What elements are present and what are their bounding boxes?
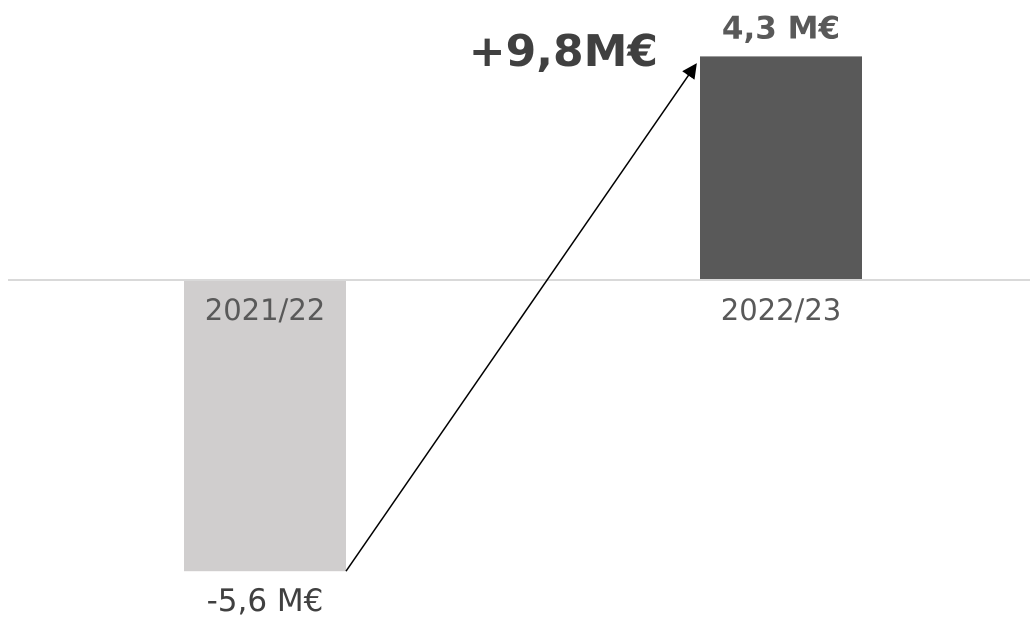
bar-2022-23 <box>700 56 862 281</box>
category-label-2021-22: 2021/22 <box>205 293 325 327</box>
value-label-2021-22: -5,6 M€ <box>207 583 324 619</box>
bar-2021-22 <box>184 280 346 572</box>
change-annotation: +9,8M€ <box>469 26 658 77</box>
value-label-2022-23: 4,3 M€ <box>722 10 840 46</box>
category-label-2022-23: 2022/23 <box>721 293 841 327</box>
change-arrow <box>345 63 697 572</box>
